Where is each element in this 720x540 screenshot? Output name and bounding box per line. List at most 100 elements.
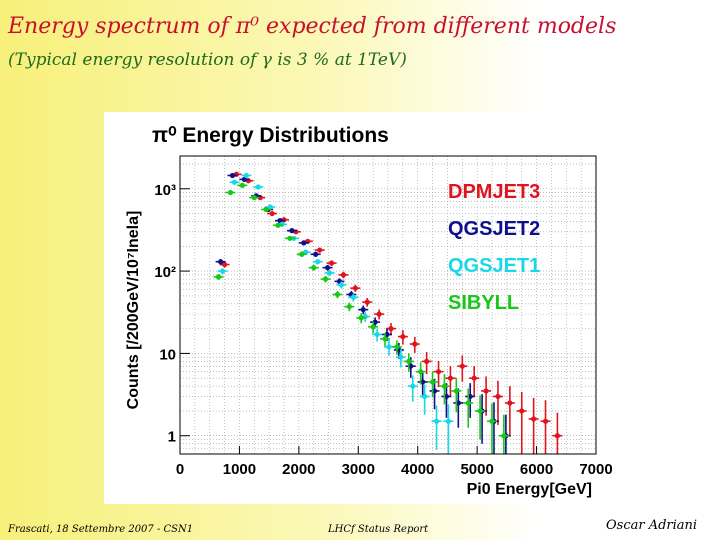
x-tick-label: 2000 <box>282 461 315 478</box>
data-point <box>222 261 228 268</box>
data-point <box>364 299 370 305</box>
chart-title: π⁰ Energy Distributions <box>152 124 389 147</box>
data-point <box>400 334 406 340</box>
data-point <box>471 375 477 381</box>
data-point <box>447 375 454 381</box>
data-point <box>394 344 400 350</box>
y-tick-label: 10 <box>159 346 176 363</box>
data-point <box>231 179 238 185</box>
data-point <box>227 189 234 196</box>
data-point <box>263 206 269 213</box>
x-tick-label: 4000 <box>401 461 434 478</box>
data-point <box>374 331 380 338</box>
data-point <box>418 369 424 375</box>
data-point <box>303 249 309 255</box>
data-point <box>429 379 436 385</box>
data-point <box>267 204 273 210</box>
data-point <box>435 369 442 375</box>
series-dpmjet3 <box>219 171 563 454</box>
data-point <box>287 235 293 241</box>
footer-event: Frascati, 18 Settembre 2007 - CSN1 <box>8 524 194 535</box>
energy-distribution-chart: 0 1000 2000 3000 4000 5000 6000 7000 1 10 10² 10³ π… <box>125 124 613 498</box>
chart-axes: 0 1000 2000 3000 4000 5000 6000 7000 1 10 10² 10³ <box>154 155 613 478</box>
data-point <box>433 418 440 424</box>
data-point <box>507 400 513 406</box>
data-point <box>412 341 418 347</box>
x-tick-label: 5000 <box>460 461 493 478</box>
data-point <box>410 383 416 389</box>
data-point <box>453 388 459 394</box>
chart-legend: DPMJET3 QGSJET2 QGSJET1 SIBYLL <box>448 181 540 314</box>
y-tick-label: 10² <box>154 264 176 281</box>
data-point <box>483 388 489 394</box>
data-point <box>299 251 305 257</box>
legend-entry-dpmjet3: DPMJET3 <box>448 181 540 203</box>
data-point <box>324 265 331 271</box>
data-point <box>334 291 341 298</box>
data-point <box>218 259 224 265</box>
slide-title: Energy spectrum of π⁰ expected from diff… <box>8 14 617 39</box>
data-point <box>311 265 317 271</box>
data-point <box>445 418 452 424</box>
y-axis-label: Counts [/200GeV/10⁷Inela] <box>125 211 142 410</box>
x-tick-label: 1000 <box>223 461 256 478</box>
data-point <box>338 282 345 288</box>
data-point <box>229 172 236 179</box>
y-tick-label: 1 <box>168 429 176 446</box>
data-point <box>255 184 261 190</box>
data-point <box>243 172 249 179</box>
series-sibyll <box>213 182 509 454</box>
data-point <box>216 274 222 280</box>
data-point <box>406 358 412 364</box>
data-point <box>220 268 226 274</box>
data-point <box>489 418 495 424</box>
y-tick-label: 10³ <box>154 182 176 199</box>
data-point <box>554 433 560 439</box>
data-point <box>441 383 448 389</box>
x-tick-label: 7000 <box>579 461 612 478</box>
x-axis-label: Pi0 Energy[GeV] <box>467 481 592 498</box>
data-point <box>328 260 335 266</box>
data-point <box>542 418 549 424</box>
data-point <box>495 393 501 400</box>
data-point <box>376 311 382 317</box>
data-point <box>352 285 358 291</box>
data-point <box>340 272 347 278</box>
data-point <box>315 259 321 265</box>
data-point <box>388 326 394 332</box>
data-point <box>422 393 428 400</box>
data-point <box>269 210 275 217</box>
data-point <box>326 270 333 276</box>
data-point <box>251 195 257 201</box>
data-point <box>386 344 392 350</box>
data-point <box>424 358 430 364</box>
series-qgsjet1 <box>217 172 454 454</box>
legend-entry-qgsjet2: QGSJET2 <box>448 218 540 240</box>
data-point <box>317 247 323 253</box>
data-point <box>382 336 388 342</box>
data-point <box>477 408 483 414</box>
footer-report: LHCf Status Report <box>328 524 429 535</box>
data-point <box>398 354 404 360</box>
x-tick-label: 3000 <box>342 461 375 478</box>
data-point <box>370 324 376 330</box>
data-point <box>350 294 356 300</box>
legend-entry-sibyll: SIBYLL <box>448 292 519 314</box>
data-point <box>322 276 329 282</box>
x-tick-label: 6000 <box>520 461 553 478</box>
data-point <box>358 315 364 321</box>
slide-subtitle: (Typical energy resolution of γ is 3 % a… <box>8 50 407 70</box>
data-point <box>501 433 507 439</box>
data-point <box>313 251 319 257</box>
data-point <box>346 304 352 310</box>
footer-author: Oscar Adriani <box>606 518 698 533</box>
data-point <box>301 240 307 246</box>
x-tick-label: 0 <box>176 461 184 478</box>
chart-grid <box>179 156 597 455</box>
data-point <box>239 182 245 188</box>
data-point <box>531 416 537 422</box>
data-point <box>465 400 471 406</box>
data-point <box>360 307 366 313</box>
data-point <box>289 228 295 234</box>
data-point <box>275 222 281 228</box>
